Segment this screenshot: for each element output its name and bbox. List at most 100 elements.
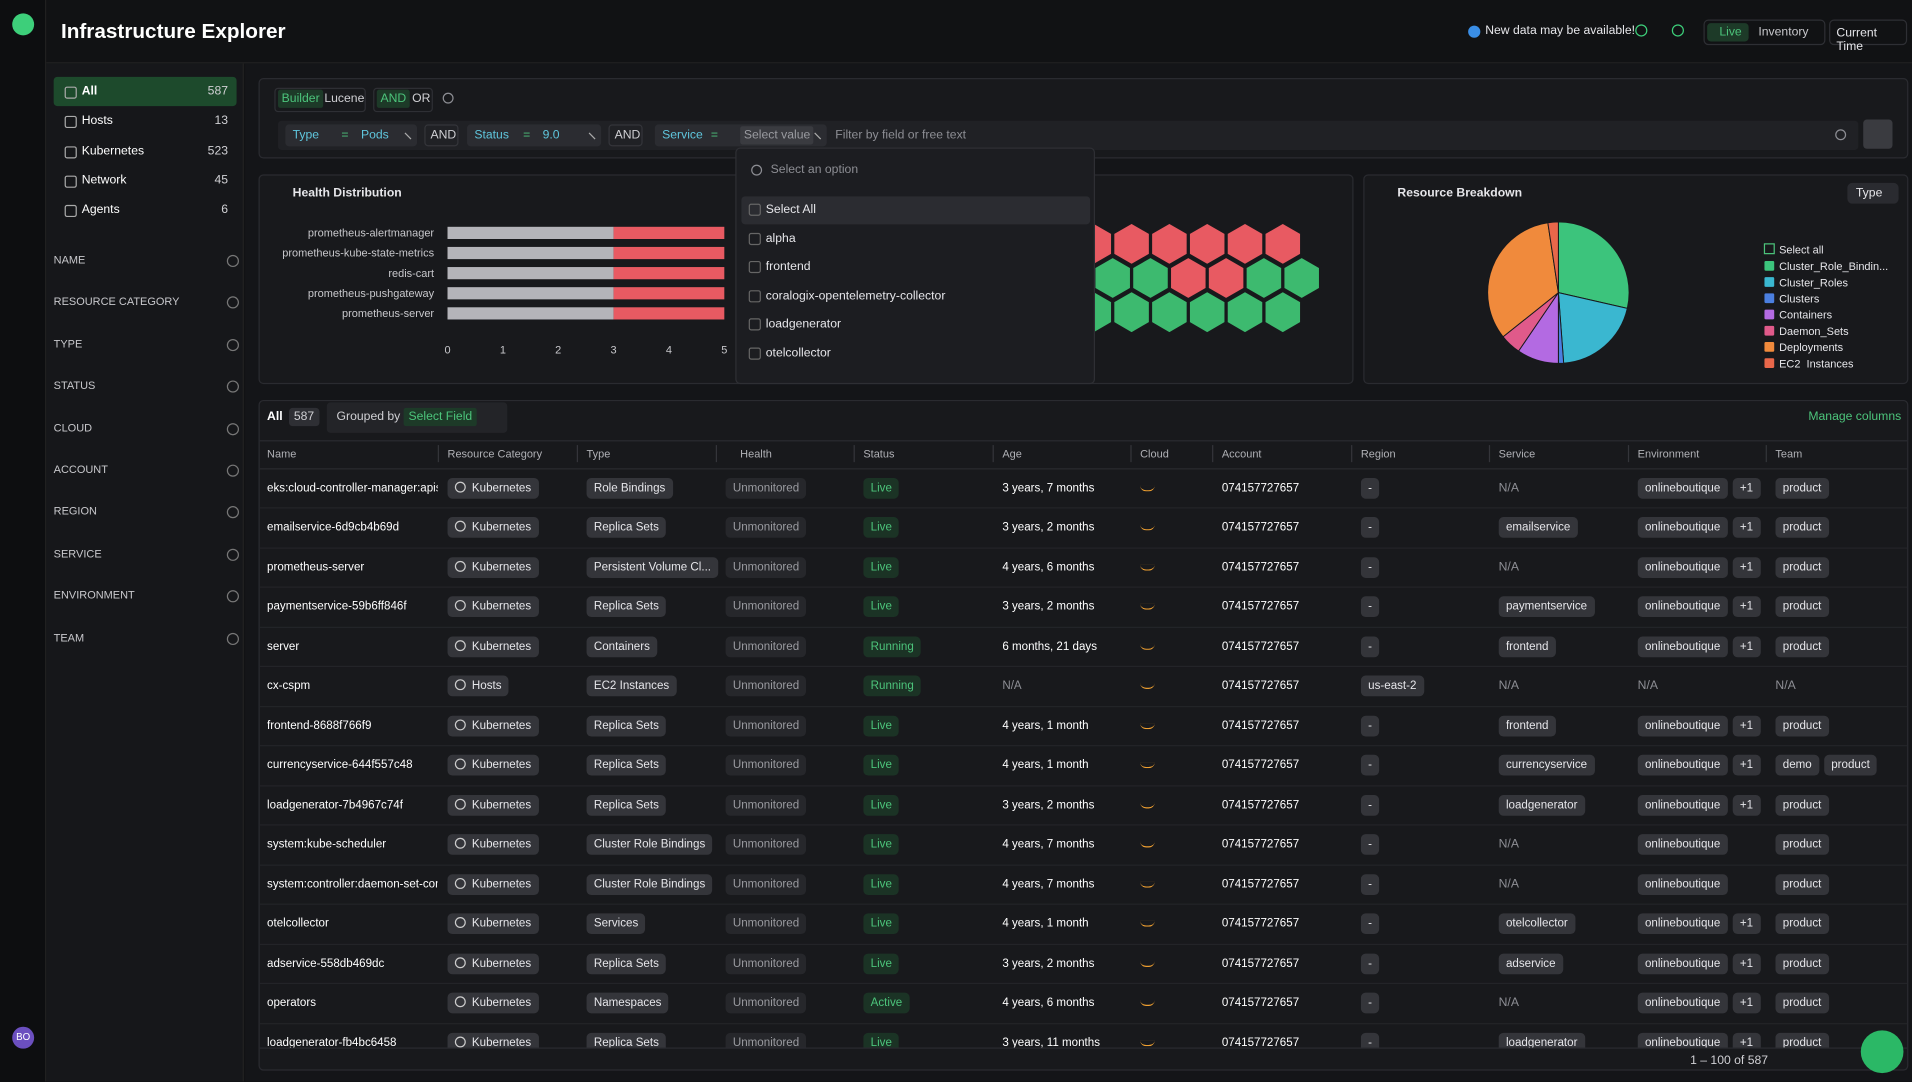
filter-label[interactable]: SERVICE (53, 547, 102, 560)
filter-label[interactable]: ACCOUNT (53, 463, 108, 476)
option-checkbox[interactable] (748, 318, 761, 331)
option-checkbox[interactable] (748, 261, 761, 274)
name[interactable]: system:kube-scheduler (267, 837, 387, 852)
environment-tag: onlineboutique (1637, 715, 1728, 736)
option-label[interactable]: coralogix-opentelemetry-collector (765, 289, 946, 303)
column-header[interactable]: Type (586, 447, 611, 460)
name[interactable]: currencyservice-644f557c48 (267, 758, 413, 772)
submit-button[interactable] (1863, 119, 1893, 149)
filter-label[interactable]: TYPE (53, 337, 83, 350)
name[interactable]: paymentservice-59b6ff846f (267, 599, 407, 614)
option-label[interactable]: Select All (765, 203, 816, 217)
category-label[interactable]: Hosts (81, 114, 113, 128)
filter-toggle[interactable] (226, 338, 240, 351)
filter-toggle[interactable] (226, 296, 240, 309)
filter-label[interactable]: ENVIRONMENT (53, 589, 135, 602)
column-header[interactable]: Team (1775, 447, 1803, 460)
dropdown-search[interactable]: Select an option (770, 163, 859, 177)
name[interactable]: otelcollector (267, 916, 329, 931)
option-checkbox[interactable] (748, 203, 761, 216)
logic-or[interactable]: OR (412, 92, 431, 106)
column-header[interactable]: Region (1360, 447, 1396, 460)
option-label[interactable]: frontend (765, 260, 811, 274)
group-field[interactable]: Select Field (403, 407, 478, 427)
filter-toggle[interactable] (226, 464, 240, 477)
table-cell: - (1360, 825, 1498, 864)
option-checkbox[interactable] (748, 232, 761, 245)
filter-label[interactable]: STATUS (53, 379, 96, 392)
column-header[interactable]: Resource Category (447, 447, 543, 460)
option-checkbox[interactable] (748, 347, 761, 360)
filter-label[interactable]: TEAM (53, 631, 85, 644)
name[interactable]: server (267, 639, 300, 653)
status: Live (870, 916, 892, 931)
category-label[interactable]: Kubernetes (81, 144, 145, 158)
mode-live[interactable]: Live (1707, 23, 1749, 42)
column-header[interactable]: Account (1221, 447, 1262, 460)
syntax-builder[interactable]: Builder (278, 89, 324, 108)
filter-label[interactable]: REGION (53, 505, 97, 518)
chip-value[interactable]: Pods (360, 128, 389, 143)
filter-toggle[interactable] (226, 590, 240, 603)
group-select[interactable]: Type (1847, 182, 1899, 204)
column-divider (1212, 445, 1214, 463)
name[interactable]: loadgenerator-fb4bc6458 (267, 1035, 397, 1048)
option-label[interactable]: otelcollector (765, 346, 831, 361)
table-cell: loadgenerator-7b4967c74f (267, 785, 438, 824)
column-header[interactable]: Health (740, 447, 772, 460)
row-divider (259, 745, 1908, 747)
name[interactable]: adservice-558db469dc (267, 956, 385, 971)
clear-icon[interactable] (1835, 129, 1847, 141)
category-label[interactable]: Agents (81, 203, 120, 217)
name[interactable]: frontend-8688f766f9 (267, 718, 372, 733)
health: Unmonitored (732, 718, 800, 733)
environment-tag: onlineboutique (1637, 596, 1728, 618)
refresh-icon[interactable] (1635, 24, 1648, 37)
filter-toggle[interactable] (226, 422, 240, 435)
column-header[interactable]: Status (863, 447, 895, 460)
filter-toggle[interactable] (226, 632, 240, 645)
filter-input[interactable]: Filter by field or free text (835, 128, 967, 143)
chat-button[interactable] (1860, 1030, 1904, 1074)
column-header[interactable]: Name (267, 447, 297, 460)
sync-icon[interactable] (1671, 24, 1684, 37)
name[interactable]: operators (267, 996, 316, 1010)
column-header[interactable]: Age (1002, 447, 1022, 460)
user-avatar[interactable]: BO (12, 1026, 35, 1049)
mode-inventory[interactable]: Inventory (1758, 25, 1809, 40)
name[interactable]: eks:cloud-controller-manager:apiserver (267, 481, 438, 495)
filter-label[interactable]: CLOUD (53, 421, 93, 434)
table-cell: Unmonitored (725, 825, 863, 864)
logo[interactable] (12, 13, 35, 36)
option-checkbox[interactable] (748, 289, 761, 303)
name[interactable]: emailservice-6d9cb4b69d (267, 520, 400, 535)
option-label[interactable]: alpha (765, 231, 796, 246)
time-picker[interactable]: Current Time (1829, 19, 1908, 54)
category-label[interactable]: Network (81, 173, 127, 188)
category-label[interactable]: All (81, 84, 98, 99)
filter-toggle[interactable] (226, 254, 240, 268)
category-tag: Kubernetes (447, 834, 539, 855)
column-header[interactable]: Service (1498, 447, 1536, 460)
column-header[interactable]: Cloud (1140, 447, 1169, 460)
filter-toggle[interactable] (226, 548, 240, 561)
table-cell: - (1360, 587, 1498, 626)
filter-label[interactable]: NAME (53, 253, 86, 266)
option-label[interactable]: loadgenerator (765, 318, 842, 332)
name[interactable]: cx-cspm (267, 679, 311, 693)
logic-and[interactable]: AND (376, 89, 410, 108)
health: Unmonitored (732, 599, 800, 614)
column-header[interactable]: Environment (1637, 447, 1700, 460)
syntax-lucene[interactable]: Lucene (324, 92, 365, 106)
health-tag: Unmonitored (725, 517, 807, 538)
filter-toggle[interactable] (226, 380, 240, 393)
table-cell: Live (863, 508, 1000, 547)
name[interactable]: loadgenerator-7b4967c74f (267, 798, 403, 812)
name[interactable]: prometheus-server (267, 560, 365, 574)
chip-value[interactable]: 9.0 (542, 128, 560, 143)
manage-columns[interactable]: Manage columns (1808, 410, 1902, 424)
filter-toggle[interactable] (226, 506, 240, 519)
name[interactable]: system:controller:daemon-set-controller (267, 877, 438, 891)
filter-label[interactable]: RESOURCE CATEGORY (53, 295, 180, 308)
chip-value[interactable]: Select value (740, 126, 814, 145)
